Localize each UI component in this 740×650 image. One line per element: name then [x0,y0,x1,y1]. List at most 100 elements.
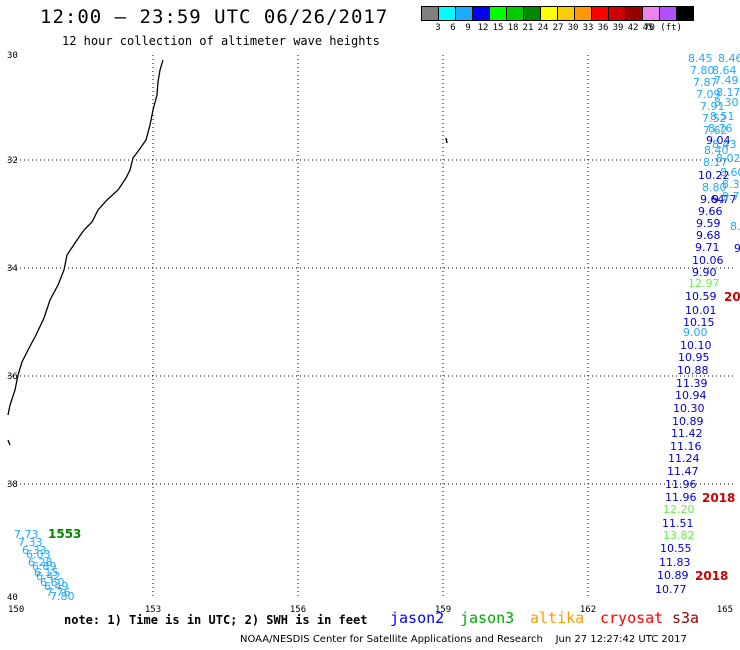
legend-label: 36 [597,23,609,33]
cyan-swh-value: 8.51 [710,110,735,123]
jason2-swh-value: 10.89 [672,415,704,428]
legend-label: 30 [567,23,579,33]
cyan-swh-value: 9.94 [734,242,740,255]
cyan-swh-value: 7.09 [696,88,721,101]
cyan-swh-value: 6.28 [28,556,53,569]
cyan-swh-value: 8.36 [722,178,740,191]
cyan-swh-value: 6.49 [44,580,69,593]
cyan-swh-value: 7.80 [50,590,75,603]
cyan-swh-value: 7.33 [18,536,43,549]
cyan-swh-value: 6.89 [32,560,57,573]
legend-label: 18 [507,23,519,33]
jason2-swh-value: 10.22 [698,169,730,182]
cyan-swh-value: 9.71 [722,190,740,203]
jason2-swh-value: 9.64 [700,193,725,206]
satellite-s3a: s3a [672,609,700,627]
jason2-swh-value: 10.06 [692,254,724,267]
cyan-swh-value: 7.76 [46,586,71,599]
longitude-label: 165 [717,605,733,615]
coastline-fragment [7,439,11,446]
cyan-swh-value: 6.42 [36,570,61,583]
longitude-label: 162 [580,605,596,615]
jason2-swh-value: 10.77 [655,583,687,596]
cyan-swh-value: 8.17 [703,156,728,169]
swh-value: 12.97 [688,277,720,290]
cyan-swh-value: 8.45 [688,52,713,65]
track-id-label: 2018 [702,491,735,505]
latitude-label: 36 [7,372,18,382]
legend-label: 27 [552,23,564,33]
jason2-swh-value: 11.24 [668,452,700,465]
jason2-swh-value: 10.10 [680,339,712,352]
legend-label: 6 [450,23,456,33]
island [445,137,448,144]
cyan-swh-value: 8.76 [708,122,733,135]
swh-value: 13.82 [663,529,695,542]
swh-value: 12.20 [663,503,695,516]
longitude-label: 153 [145,605,161,615]
cyan-swh-value: 8.02 [716,152,740,165]
jason2-swh-value: 11.42 [671,427,703,440]
cyan-swh-value: 6.03 [26,548,51,561]
coastline [7,59,164,416]
jason2-swh-value: 11.96 [665,491,697,504]
legend-label: 70 (ft) [644,23,682,33]
satellite-cryosat: cryosat [600,609,664,627]
legend-label: 3 [435,23,441,33]
cyan-swh-value: 8.80 [702,181,727,194]
longitude-label: 159 [435,605,451,615]
jason2-swh-value: 10.95 [678,351,710,364]
legend-label: 21 [522,23,534,33]
jason2-swh-value: 10.55 [660,542,692,555]
jason2-swh-value: 10.88 [677,364,709,377]
jason2-swh-value: 10.89 [657,569,689,582]
cyan-swh-value: 7.52 [702,112,727,125]
legend-label: 33 [582,23,594,33]
jason2-swh-value: 10.59 [685,290,717,303]
cyan-swh-value: 7.49 [714,74,739,87]
cyan-swh-value: 7.62 [703,124,728,137]
cyan-swh-value: 8.50 [730,220,740,233]
jason2-swh-value: 11.47 [667,465,699,478]
cyan-swh-value: 8.40 [704,144,729,157]
satellite-altika: altika [530,609,585,627]
cyan-swh-value: 7.91 [700,100,725,113]
cyan-swh-value: 9.77 [712,193,737,206]
track-id-label: 1553 [48,527,81,541]
longitude-label: 156 [290,605,306,615]
cyan-swh-value: 6.33 [22,544,47,557]
latitude-label: 30 [7,51,18,61]
cyan-swh-value: 7.80 [690,64,715,77]
legend-label: 39 [612,23,624,33]
legend-label: 9 [465,23,471,33]
swh-value: 9.00 [683,326,708,339]
legend-label: 45 [642,23,654,33]
legend-label: 42 [627,23,639,33]
jason2-swh-value: 11.51 [662,517,694,530]
legend-label: 12 [477,23,489,33]
track-id-label: 2018 [695,569,728,583]
cyan-swh-value: 6.60 [40,576,65,589]
satellite-jason3: jason3 [460,609,515,627]
color-scale-legend: 3 6 9 12 15 18 21 24 27 30 33 36 39 42 45 70 (ft) [421,6,694,33]
legend-swatches [421,6,694,21]
jason2-swh-value: 10.01 [685,304,717,317]
legend-labels: 3 6 9 12 15 18 21 24 27 30 33 36 39 42 45 70 (ft) [422,23,740,35]
latitude-label: 40 [7,593,18,603]
credit-text: NOAA/NESDIS Center for Satellite Applica… [240,634,543,645]
jason2-swh-value: 9.66 [698,205,723,218]
cyan-swh-value: 7.73 [14,528,39,541]
jason2-swh-value: 9.59 [696,217,721,230]
track-id-label: 20 [724,290,740,304]
legend-label: 24 [537,23,549,33]
latitude-label: 38 [7,480,18,490]
jason2-swh-value: 9.71 [695,241,720,254]
latitude-label: 34 [7,264,18,274]
satellite-jason2: jason2 [390,609,445,627]
cyan-swh-value: 9.04 [706,134,731,147]
jason2-swh-value: 10.94 [675,389,707,402]
cyan-swh-value: 8.60 [720,166,740,179]
credit-line: NOAA/NESDIS Center for Satellite Applica… [240,634,687,645]
